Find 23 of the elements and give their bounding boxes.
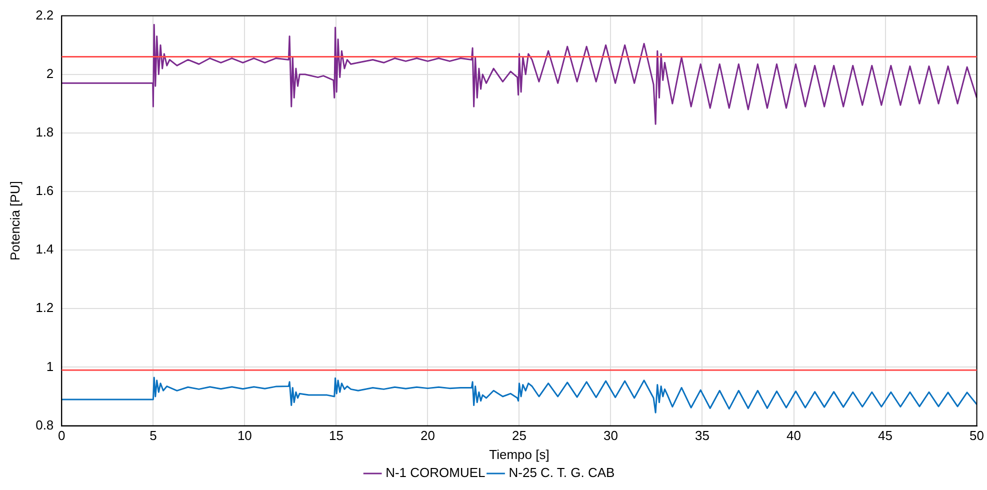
y-tick-label: 1.4 [36,242,54,257]
y-tick-label: 1.2 [36,300,54,316]
x-tick-label: 30 [603,428,618,444]
y-tick-label: 1.6 [36,183,54,198]
y-tick-label: 1.8 [36,124,54,140]
x-tick-label: 20 [420,428,435,444]
legend-label: N-1 COROMUEL [386,465,486,480]
y-tick-label: 2.2 [36,7,54,22]
x-tick-label: 10 [237,428,252,444]
y-tick-label: 2 [46,66,54,81]
x-tick-label: 45 [878,428,892,444]
y-tick-label: 1 [46,358,54,374]
legend-label: N-25 C. T. G. CAB [508,465,615,480]
x-tick-label: 50 [970,428,984,444]
x-tick-label: 0 [58,428,66,444]
y-tick-label: 0.8 [36,417,54,432]
y-axis-title: Potencia [PU] [7,181,22,261]
x-tick-label: 35 [695,428,710,444]
x-tick-label: 15 [328,428,344,444]
x-tick-label: 5 [150,428,157,444]
x-tick-label: 40 [786,428,801,444]
x-axis-title: Tiempo [s] [489,446,550,462]
x-tick-label: 25 [512,428,526,444]
